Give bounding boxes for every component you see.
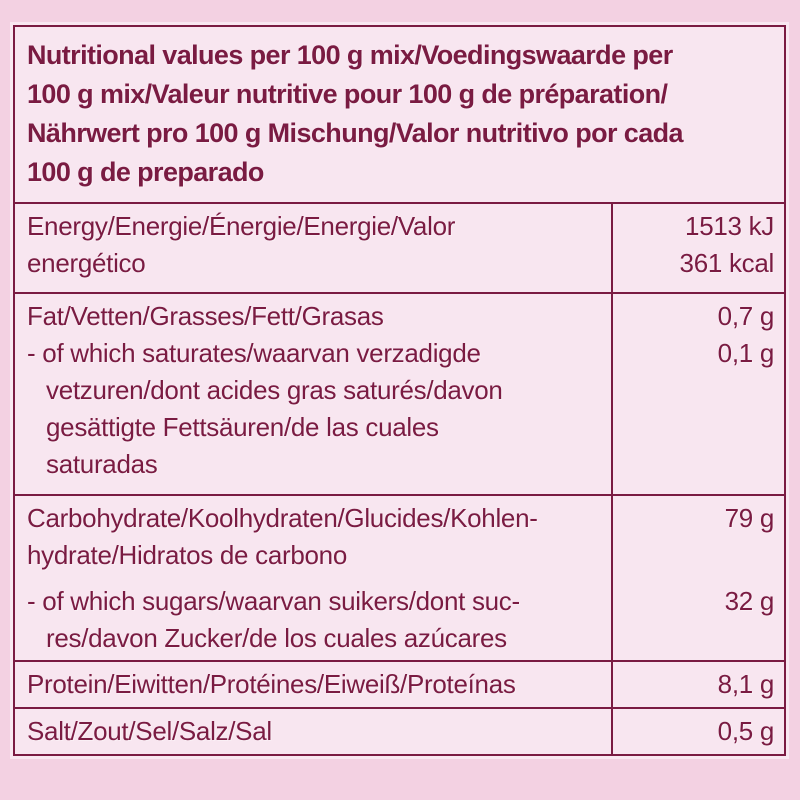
carbohydrate-entry: Carbohydrate/Koolhydraten/Glucides/Kohle… [15, 500, 784, 574]
nutrient-label-line: Salt/Zout/Sel/Salz/Sal [27, 716, 272, 746]
fat-label: Fat/Vetten/Grasses/Fett/Grasas [15, 298, 611, 335]
nutrient-label-line: hydrate/Hidratos de carbono [27, 540, 347, 570]
table-title-line: 100 g de preparado [27, 157, 264, 187]
protein-entry: Protein/Eiwitten/Protéines/Eiweiß/Proteí… [15, 666, 784, 703]
sugars-entry: - of which sugars/waarvan suikers/dont s… [15, 583, 784, 657]
carbohydrate-label: Carbohydrate/Koolhydraten/Glucides/Kohle… [15, 500, 611, 574]
sugars-label: - of which sugars/waarvan suikers/dont s… [15, 583, 611, 657]
saturates-entry: - of which saturates/waarvan verzadigde … [15, 335, 784, 483]
fat-entry: Fat/Vetten/Grasses/Fett/Grasas 0,7 g [15, 298, 784, 335]
table-title-line: 100 g mix/Valeur nutritive pour 100 g de… [27, 79, 668, 109]
saturates-value: 0,1 g [611, 335, 784, 372]
nutrient-value: 79 g [724, 503, 775, 533]
nutrient-value-kcal: 361 kcal [679, 248, 775, 278]
row-carbohydrate: Carbohydrate/Koolhydraten/Glucides/Kohle… [15, 494, 784, 660]
energy-value: 1513 kJ 361 kcal [611, 208, 784, 282]
salt-entry: Salt/Zout/Sel/Salz/Sal 0,5 g [15, 713, 784, 750]
saturates-label: - of which saturates/waarvan verzadigde … [15, 335, 611, 483]
sugars-value: 32 g [611, 583, 784, 620]
nutrient-value: 8,1 g [717, 669, 775, 699]
nutrient-label-line: Fat/Vetten/Grasses/Fett/Grasas [27, 301, 384, 331]
nutrient-label-line: energético [27, 248, 146, 278]
fat-value: 0,7 g [611, 298, 784, 335]
table-title-line: Nutritional values per 100 g mix/Voeding… [27, 40, 673, 70]
protein-value: 8,1 g [611, 666, 784, 703]
nutrition-table: Nutritional values per 100 g mix/Voeding… [13, 25, 786, 756]
protein-label: Protein/Eiwitten/Protéines/Eiweiß/Proteí… [15, 666, 611, 703]
row-energy: Energy/Energie/Énergie/Energie/Valor ene… [15, 202, 784, 292]
nutrient-label-line: Energy/Energie/Énergie/Energie/Valor [27, 211, 456, 241]
nutrient-label-line: saturadas [46, 449, 158, 479]
nutrient-value: 0,7 g [717, 301, 775, 331]
nutrient-label-line: - of which sugars/waarvan suikers/dont s… [27, 586, 520, 616]
table-title: Nutritional values per 100 g mix/Voeding… [15, 27, 784, 202]
nutrient-value: 0,5 g [717, 716, 775, 746]
nutrient-value: 0,1 g [717, 338, 775, 368]
carbohydrate-value: 79 g [611, 500, 784, 537]
nutrient-label-line: res/davon Zucker/de los cuales azúcares [46, 623, 507, 653]
energy-label: Energy/Energie/Énergie/Energie/Valor ene… [15, 208, 611, 282]
salt-label: Salt/Zout/Sel/Salz/Sal [15, 713, 611, 750]
row-protein: Protein/Eiwitten/Protéines/Eiweiß/Proteí… [15, 660, 784, 707]
nutrient-value-kj: 1513 kJ [685, 211, 774, 241]
energy-entry: Energy/Energie/Énergie/Energie/Valor ene… [15, 208, 784, 282]
nutrient-value: 32 g [724, 586, 775, 616]
nutrient-label-line: vetzuren/dont acides gras saturés/davon [46, 375, 503, 405]
nutrient-label-line: Protein/Eiwitten/Protéines/Eiweiß/Proteí… [27, 669, 516, 699]
nutrient-label-line: - of which saturates/waarvan verzadigde [27, 338, 481, 368]
salt-value: 0,5 g [611, 713, 784, 750]
table-title-line: Nährwert pro 100 g Mischung/Valor nutrit… [27, 118, 684, 148]
nutrient-label-line: Carbohydrate/Koolhydraten/Glucides/Kohle… [27, 503, 538, 533]
nutrient-label-line: gesättigte Fettsäuren/de las cuales [46, 412, 439, 442]
row-fat: Fat/Vetten/Grasses/Fett/Grasas 0,7 g - o… [15, 292, 784, 494]
row-salt: Salt/Zout/Sel/Salz/Sal 0,5 g [15, 707, 784, 754]
